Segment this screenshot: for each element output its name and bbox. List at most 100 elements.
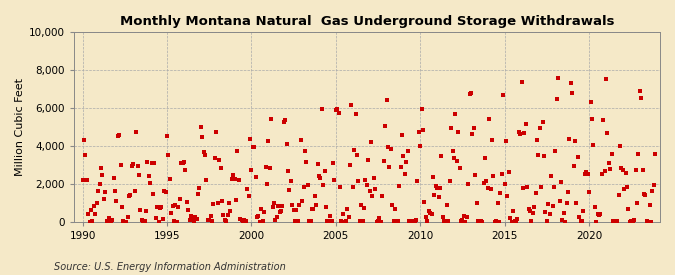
Point: [515, 132, 526, 136]
Point: [477, 219, 487, 224]
Point: [626, 219, 637, 223]
Point: [219, 218, 230, 222]
Point: [429, 193, 439, 197]
Point: [248, 145, 259, 149]
Point: [531, 191, 541, 196]
Point: [466, 90, 477, 95]
Point: [242, 187, 252, 191]
Point: [535, 125, 545, 130]
Point: [558, 211, 569, 215]
Point: [374, 215, 385, 220]
Point: [628, 218, 639, 222]
Point: [252, 214, 263, 219]
Point: [300, 148, 310, 153]
Point: [572, 155, 583, 159]
Point: [143, 174, 154, 178]
Point: [122, 214, 133, 219]
Point: [458, 213, 469, 218]
Point: [489, 219, 500, 224]
Point: [425, 211, 435, 215]
Point: [373, 219, 383, 224]
Point: [238, 219, 248, 224]
Point: [575, 219, 586, 224]
Point: [467, 132, 478, 137]
Point: [256, 207, 267, 211]
Point: [512, 217, 522, 222]
Point: [308, 207, 319, 211]
Point: [132, 164, 143, 169]
Point: [650, 152, 661, 157]
Point: [151, 216, 161, 220]
Point: [343, 215, 354, 219]
Point: [481, 179, 492, 183]
Point: [478, 181, 489, 185]
Point: [462, 182, 473, 186]
Point: [488, 174, 499, 178]
Point: [358, 206, 369, 211]
Point: [585, 100, 596, 104]
Point: [415, 144, 426, 148]
Point: [551, 97, 562, 101]
Point: [283, 169, 294, 173]
Point: [464, 92, 475, 97]
Point: [593, 213, 604, 217]
Point: [519, 130, 530, 135]
Point: [644, 202, 655, 207]
Point: [288, 207, 299, 212]
Point: [96, 166, 107, 170]
Point: [395, 165, 406, 169]
Point: [401, 160, 412, 165]
Point: [454, 165, 465, 170]
Point: [414, 130, 425, 135]
Point: [402, 149, 413, 153]
Point: [474, 219, 485, 224]
Point: [217, 199, 227, 204]
Point: [321, 204, 331, 209]
Title: Monthly Montana Natural  Gas Underground Storage Withdrawals: Monthly Montana Natural Gas Underground …: [120, 15, 614, 28]
Point: [615, 144, 626, 148]
Point: [526, 219, 537, 224]
Point: [427, 175, 438, 179]
Point: [183, 208, 194, 212]
Point: [167, 204, 178, 208]
Point: [378, 159, 389, 164]
Point: [170, 203, 181, 207]
Point: [128, 162, 138, 166]
Point: [636, 96, 647, 100]
Point: [235, 217, 246, 221]
Point: [391, 219, 402, 224]
Point: [319, 168, 330, 173]
Point: [197, 135, 208, 139]
Point: [423, 209, 434, 213]
Point: [544, 211, 555, 216]
Point: [148, 192, 159, 196]
Point: [121, 219, 132, 224]
Point: [448, 149, 458, 153]
Point: [532, 138, 543, 142]
Point: [649, 183, 659, 188]
Point: [192, 192, 203, 196]
Point: [259, 210, 269, 214]
Point: [441, 203, 452, 207]
Point: [213, 201, 223, 205]
Point: [400, 172, 410, 176]
Point: [599, 169, 610, 174]
Point: [364, 188, 375, 193]
Point: [103, 219, 113, 223]
Point: [533, 153, 544, 157]
Point: [540, 209, 551, 214]
Point: [522, 185, 533, 189]
Point: [191, 216, 202, 221]
Point: [557, 218, 568, 222]
Point: [201, 177, 212, 182]
Point: [254, 219, 265, 224]
Point: [260, 165, 271, 169]
Point: [171, 219, 182, 224]
Point: [298, 185, 309, 189]
Point: [312, 162, 323, 166]
Point: [623, 207, 634, 211]
Point: [576, 218, 587, 223]
Point: [207, 219, 217, 224]
Point: [450, 111, 461, 116]
Point: [169, 218, 180, 223]
